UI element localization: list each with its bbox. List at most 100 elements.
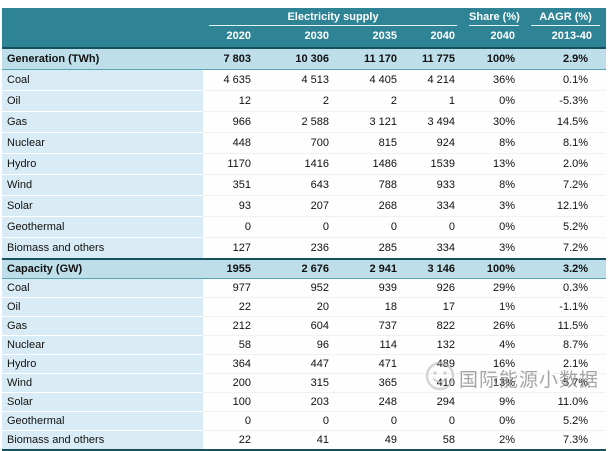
cell-share-2040: 100% <box>463 258 526 279</box>
group-header-aagr: AAGR (%) <box>525 8 607 26</box>
row-label: Wind <box>2 174 203 196</box>
cell-aagr-2013-40: 2.9% <box>525 47 607 70</box>
cell-2040: 933 <box>405 174 464 196</box>
row-label: Gas <box>2 316 203 336</box>
cell-2020: 12 <box>203 90 259 112</box>
cell-2035: 365 <box>337 373 405 393</box>
row-label: Nuclear <box>2 335 203 355</box>
cell-2035: 0 <box>337 216 405 238</box>
cell-2040: 334 <box>405 237 464 260</box>
col-header-2020: 2020 <box>203 26 259 48</box>
section-header-row: Capacity (GW) 1955 2 676 2 941 3 146 100% 3.2% <box>2 258 607 279</box>
cell-2020: 448 <box>203 132 259 154</box>
cell-aagr-2013-40: 5.7% <box>525 373 607 393</box>
row-label: Oil <box>2 297 203 317</box>
cell-2030: 20 <box>259 297 337 317</box>
row-label: Solar <box>2 195 203 217</box>
cell-2030: 203 <box>259 392 337 412</box>
year-header-row: 2020 2030 2035 2040 2040 2013-40 <box>2 26 607 48</box>
cell-2040: 334 <box>405 195 464 217</box>
header-corner <box>2 26 203 48</box>
cell-2020: 0 <box>203 411 259 431</box>
cell-share-2040: 8% <box>463 132 526 154</box>
cell-2020: 351 <box>203 174 259 196</box>
cell-2020: 0 <box>203 216 259 238</box>
cell-2020: 100 <box>203 392 259 412</box>
cell-2020: 93 <box>203 195 259 217</box>
table-header: Electricity supply Share (%) AAGR (%) 20… <box>2 8 607 48</box>
cell-aagr-2013-40: 0.3% <box>525 278 607 298</box>
cell-share-2040: 4% <box>463 335 526 355</box>
cell-2035: 2 941 <box>337 258 405 279</box>
table-row: Wind 351 643 788 933 8% 7.2% <box>2 174 607 196</box>
cell-aagr-2013-40: 5.2% <box>525 411 607 431</box>
cell-share-2040: 3% <box>463 237 526 260</box>
row-label: Nuclear <box>2 132 203 154</box>
cell-2040: 3 494 <box>405 111 464 133</box>
cell-2020: 364 <box>203 354 259 374</box>
cell-2035: 939 <box>337 278 405 298</box>
section-header-row: Generation (TWh) 7 803 10 306 11 170 11 775 1… <box>2 47 607 70</box>
page: Electricity supply Share (%) AAGR (%) 20… <box>2 8 607 451</box>
table-row: Coal 977 952 939 926 29% 0.3% <box>2 278 607 298</box>
cell-2030: 643 <box>259 174 337 196</box>
group-header-electricity-supply: Electricity supply <box>203 8 464 26</box>
cell-share-2040: 29% <box>463 278 526 298</box>
table-row: Nuclear 448 700 815 924 8% 8.1% <box>2 132 607 154</box>
group-label-share: Share (%) <box>469 11 520 26</box>
row-label: Geothermal <box>2 216 203 238</box>
table-row: Hydro 364 447 471 489 16% 2.1% <box>2 354 607 374</box>
cell-2035: 11 170 <box>337 47 405 70</box>
cell-2035: 3 121 <box>337 111 405 133</box>
col-header-2040: 2040 <box>405 26 464 48</box>
row-label: Wind <box>2 373 203 393</box>
header-corner <box>2 8 203 26</box>
group-header-share: Share (%) <box>463 8 526 26</box>
cell-2020: 22 <box>203 297 259 317</box>
table-row: Biomass and others 127 236 285 334 3% 7.2% <box>2 237 607 260</box>
cell-2040: 0 <box>405 216 464 238</box>
cell-aagr-2013-40: 8.7% <box>525 335 607 355</box>
cell-2020: 1170 <box>203 153 259 175</box>
cell-2035: 114 <box>337 335 405 355</box>
group-header-row: Electricity supply Share (%) AAGR (%) <box>2 8 607 26</box>
cell-share-2040: 2% <box>463 430 526 451</box>
table-row: Coal 4 635 4 513 4 405 4 214 36% 0.1% <box>2 69 607 91</box>
row-label: Biomass and others <box>2 430 203 451</box>
cell-2035: 1486 <box>337 153 405 175</box>
cell-2040: 0 <box>405 411 464 431</box>
cell-2030: 2 588 <box>259 111 337 133</box>
cell-2020: 966 <box>203 111 259 133</box>
row-label: Coal <box>2 69 203 91</box>
cell-aagr-2013-40: 11.0% <box>525 392 607 412</box>
cell-2020: 127 <box>203 237 259 260</box>
cell-2040: 926 <box>405 278 464 298</box>
col-header-2030: 2030 <box>259 26 337 48</box>
cell-2030: 2 <box>259 90 337 112</box>
cell-2030: 96 <box>259 335 337 355</box>
cell-2030: 604 <box>259 316 337 336</box>
cell-share-2040: 8% <box>463 174 526 196</box>
row-label: Solar <box>2 392 203 412</box>
table-row: Biomass and others 22 41 49 58 2% 7.3% <box>2 430 607 451</box>
cell-aagr-2013-40: 7.2% <box>525 237 607 260</box>
row-label: Hydro <box>2 153 203 175</box>
cell-2020: 4 635 <box>203 69 259 91</box>
cell-2030: 700 <box>259 132 337 154</box>
cell-share-2040: 16% <box>463 354 526 374</box>
cell-2035: 815 <box>337 132 405 154</box>
table-row: Oil 22 20 18 17 1% -1.1% <box>2 297 607 317</box>
cell-2040: 489 <box>405 354 464 374</box>
cell-share-2040: 100% <box>463 47 526 70</box>
cell-2035: 4 405 <box>337 69 405 91</box>
electricity-supply-table: Electricity supply Share (%) AAGR (%) 20… <box>2 8 607 451</box>
cell-2020: 1955 <box>203 258 259 279</box>
cell-share-2040: 0% <box>463 90 526 112</box>
cell-2040: 4 214 <box>405 69 464 91</box>
group-label-aagr: AAGR (%) <box>531 11 601 26</box>
cell-aagr-2013-40: 8.1% <box>525 132 607 154</box>
row-label: Hydro <box>2 354 203 374</box>
cell-2040: 924 <box>405 132 464 154</box>
col-header-share-2040: 2040 <box>463 26 526 48</box>
cell-2030: 0 <box>259 411 337 431</box>
